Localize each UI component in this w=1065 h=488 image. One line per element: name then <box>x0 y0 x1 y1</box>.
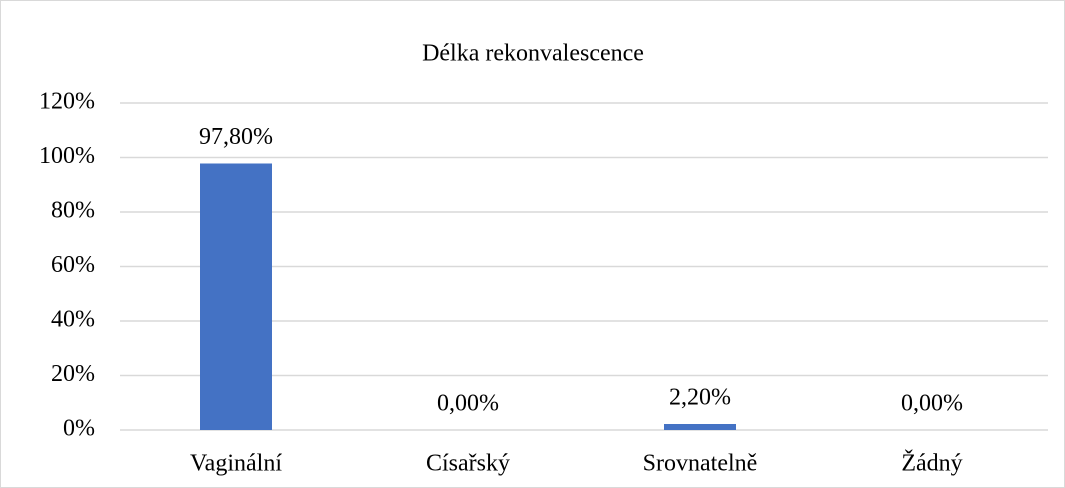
value-label: 97,80% <box>199 124 273 150</box>
value-label: 0,00% <box>437 391 499 417</box>
y-tick-label: 20% <box>51 361 95 387</box>
y-tick-label: 120% <box>39 89 95 115</box>
value-label: 0,00% <box>901 391 963 417</box>
value-label: 2,20% <box>669 385 731 411</box>
chart-title: Délka rekonvalescence <box>422 41 644 67</box>
y-tick-label: 40% <box>51 307 95 333</box>
bar <box>664 424 736 430</box>
x-tick-label: Vaginální <box>190 451 282 477</box>
x-tick-label: Žádný <box>901 451 962 477</box>
x-tick-label: Srovnatelně <box>643 451 758 477</box>
bar <box>200 163 272 430</box>
y-tick-label: 0% <box>63 416 95 442</box>
y-tick-label: 80% <box>51 198 95 224</box>
y-tick-label: 60% <box>51 252 95 278</box>
x-tick-label: Císařský <box>426 451 510 477</box>
y-tick-label: 100% <box>39 143 95 169</box>
